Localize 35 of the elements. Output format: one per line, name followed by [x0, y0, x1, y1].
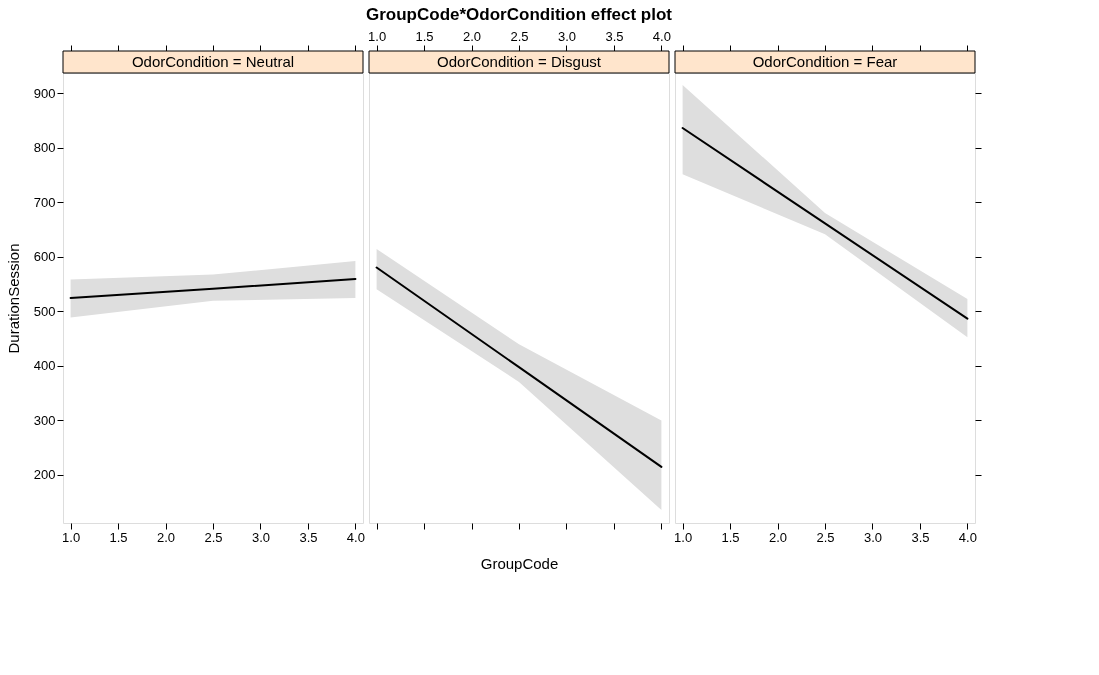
x2-tick-label: 1.0: [368, 28, 387, 44]
chart-subtitle: OdorCondition = Neutral: [131, 53, 295, 70]
x-tick-label: 3.5: [911, 529, 930, 545]
x-tick-label: 3.5: [299, 529, 318, 545]
y-tick-label: 200: [33, 467, 56, 483]
x2-tick-label: 3.5: [605, 28, 624, 44]
x2-tick-label: 1.5: [415, 28, 434, 44]
y-axis-title: DurationSession: [4, 243, 22, 354]
chart-title: GroupCode*OdorCondition effect plot: [366, 5, 673, 24]
x-tick-label: 4.0: [346, 529, 365, 545]
x-tick-label: 3.0: [251, 529, 271, 545]
y-tick-label: 700: [33, 194, 56, 210]
x2-tick-label: 4.0: [652, 28, 671, 44]
x2-tick-label: 2.5: [510, 28, 529, 44]
x-tick-label: 2.0: [768, 529, 788, 545]
x-tick-label: 1.5: [109, 529, 128, 545]
y-tick-label: 600: [33, 249, 56, 265]
x2-tick-label: 3.0: [557, 28, 577, 44]
x-tick-label: 1.5: [721, 529, 740, 545]
x-tick-label: 2.0: [156, 529, 176, 545]
chart-subtitle: OdorCondition = Disgust: [437, 53, 602, 70]
y-tick-label: 900: [33, 85, 56, 101]
y-tick-label: 400: [33, 358, 56, 374]
y-tick-label: 300: [33, 412, 56, 428]
x-tick-label: 2.5: [204, 529, 223, 545]
x-axis-title: GroupCode: [480, 555, 559, 572]
y-tick-label: 800: [33, 140, 56, 156]
y-tick-label: 500: [33, 303, 56, 319]
x-tick-label: 4.0: [958, 529, 977, 545]
x-tick-label: 2.5: [816, 529, 835, 545]
x-tick-label: 1.0: [62, 529, 81, 545]
x-tick-label: 1.0: [674, 529, 693, 545]
x2-tick-label: 2.0: [462, 28, 482, 44]
chart-subtitle: OdorCondition = Fear: [752, 53, 898, 70]
x-tick-label: 3.0: [863, 529, 883, 545]
